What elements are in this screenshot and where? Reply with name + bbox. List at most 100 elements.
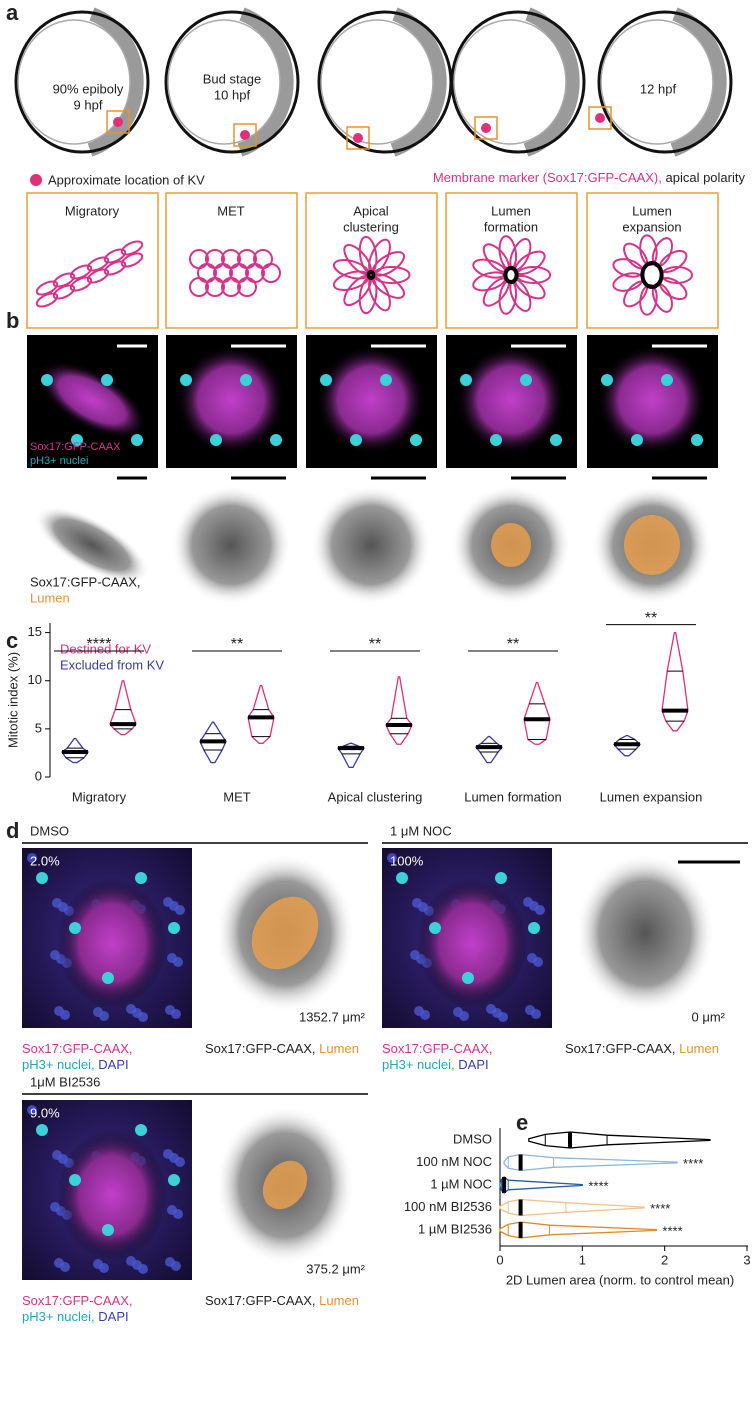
embryo bbox=[597, 10, 733, 154]
nucleus bbox=[490, 434, 502, 446]
fluor-signal bbox=[176, 345, 286, 455]
lumen bbox=[262, 1160, 308, 1210]
nucleus bbox=[50, 1202, 60, 1212]
nucleus bbox=[396, 872, 408, 884]
cell bbox=[205, 277, 225, 297]
violin bbox=[528, 1131, 711, 1149]
stage-box bbox=[586, 192, 719, 329]
nucleus bbox=[661, 374, 673, 386]
nucleus bbox=[691, 434, 703, 446]
fluor-signal bbox=[417, 878, 527, 1008]
kv-dot bbox=[595, 113, 605, 123]
y-tick-label: 10 bbox=[28, 672, 42, 687]
nucleus bbox=[163, 1149, 173, 1159]
stage-box bbox=[26, 192, 159, 329]
nucleus bbox=[54, 1006, 64, 1016]
stage-label: formation bbox=[484, 219, 538, 234]
caption-part: pH3+ nuclei, bbox=[382, 1057, 455, 1072]
significance: **** bbox=[683, 1156, 703, 1171]
nucleus bbox=[126, 1004, 136, 1014]
caption-part: Sox17:GFP-CAAX, bbox=[22, 1041, 133, 1056]
nucleus bbox=[135, 1124, 147, 1136]
yolk bbox=[320, 19, 434, 145]
image-legend: Sox17:GFP-CAAX bbox=[30, 441, 121, 453]
nucleus bbox=[71, 434, 83, 446]
x-tick-label: 1 bbox=[579, 1252, 586, 1267]
embryo-text: 90% epiboly bbox=[53, 81, 124, 96]
cell bbox=[69, 264, 93, 280]
cell bbox=[358, 276, 378, 315]
y-tick-label: DMSO bbox=[453, 1131, 492, 1146]
cell bbox=[120, 240, 144, 256]
embryo-band bbox=[237, 7, 294, 157]
nucleus bbox=[460, 374, 472, 386]
violin bbox=[109, 680, 137, 736]
nucleus bbox=[410, 950, 420, 960]
nucleus bbox=[410, 434, 422, 446]
y-tick-label: 100 nM BI2536 bbox=[404, 1199, 492, 1214]
violin bbox=[499, 1221, 658, 1239]
significance: **** bbox=[662, 1223, 682, 1238]
stage-box bbox=[165, 192, 298, 329]
panel-label: a bbox=[6, 0, 19, 25]
stage-box bbox=[445, 192, 578, 329]
violin bbox=[503, 1153, 678, 1172]
nucleus bbox=[525, 1005, 535, 1015]
cell bbox=[52, 284, 76, 300]
nucleus bbox=[165, 1257, 175, 1267]
y-tick-label: 1 µM BI2536 bbox=[418, 1221, 492, 1236]
nucleus bbox=[601, 374, 613, 386]
significance: **** bbox=[87, 636, 112, 653]
kv-dot bbox=[481, 123, 491, 133]
nucleus bbox=[180, 374, 192, 386]
kv-box bbox=[106, 110, 130, 134]
nucleus bbox=[486, 1004, 496, 1014]
significance: ** bbox=[507, 636, 519, 653]
percent: 100% bbox=[390, 853, 424, 868]
cell bbox=[86, 256, 110, 272]
caption-part: Sox17:GFP-CAAX, bbox=[205, 1041, 316, 1056]
nucleus bbox=[135, 872, 147, 884]
nucleus bbox=[36, 872, 48, 884]
fluor-signal bbox=[36, 360, 148, 440]
nucleus bbox=[36, 1124, 48, 1136]
image-legend: Lumen bbox=[30, 590, 70, 605]
nucleus bbox=[523, 897, 533, 907]
fluor-signal bbox=[597, 345, 707, 455]
nucleus bbox=[350, 434, 362, 446]
cell bbox=[368, 275, 391, 312]
legend-entry: Excluded from KV bbox=[60, 657, 164, 672]
stage-label: Lumen bbox=[632, 203, 672, 218]
nucleus bbox=[168, 1174, 180, 1186]
nucleus bbox=[414, 1006, 424, 1016]
kv-dot bbox=[113, 117, 123, 127]
cell bbox=[189, 277, 209, 297]
cell bbox=[35, 292, 59, 308]
nucleus bbox=[93, 1007, 103, 1017]
panel-label: c bbox=[6, 628, 18, 653]
nucleus bbox=[210, 434, 222, 446]
kv-box bbox=[346, 126, 370, 150]
cell bbox=[358, 235, 378, 274]
percent: 9.0% bbox=[30, 1105, 60, 1120]
nucleus bbox=[102, 1224, 114, 1236]
legend-text: Membrane marker (Sox17:GFP-CAAX), apical… bbox=[433, 170, 746, 185]
nucleus bbox=[495, 872, 507, 884]
gray-signal bbox=[34, 505, 150, 585]
nucleus bbox=[453, 1007, 463, 1017]
caption-part: DAPI bbox=[98, 1309, 128, 1324]
caption-part: Lumen bbox=[319, 1293, 359, 1308]
image-legend: pH3+ nuclei bbox=[30, 455, 88, 467]
image-row bbox=[27, 335, 718, 605]
nucleus bbox=[520, 374, 532, 386]
lumen bbox=[503, 266, 519, 284]
violin bbox=[475, 735, 503, 764]
nucleus bbox=[429, 922, 441, 934]
nucleus bbox=[41, 374, 53, 386]
caption-part: DAPI bbox=[458, 1057, 488, 1072]
embryo-row bbox=[14, 7, 733, 157]
caption-part: pH3+ nuclei, bbox=[22, 1057, 95, 1072]
gray-signal bbox=[311, 485, 431, 605]
legend-text: apical polarity bbox=[666, 170, 746, 185]
